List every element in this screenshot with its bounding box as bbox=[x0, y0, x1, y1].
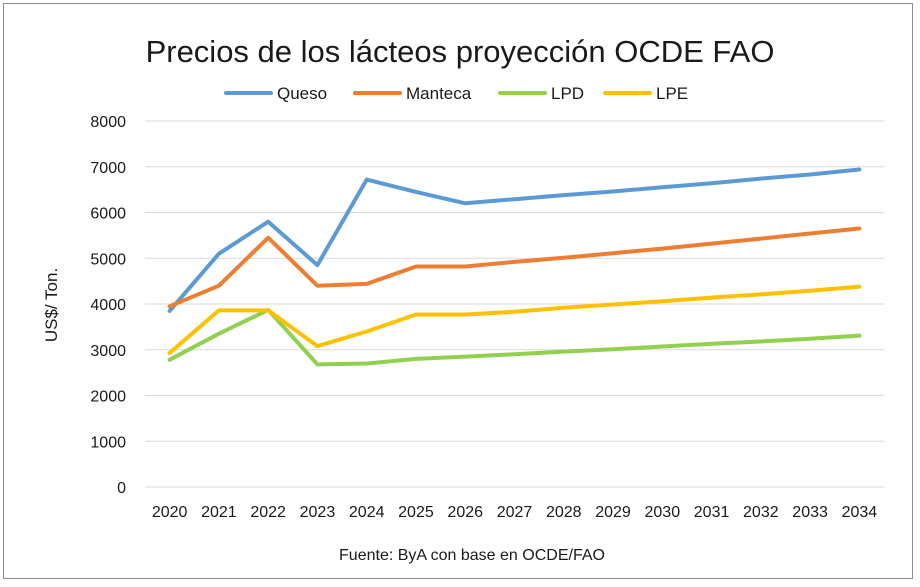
x-tick-label: 2034 bbox=[842, 504, 878, 521]
y-tick-label: 3000 bbox=[90, 343, 126, 360]
x-tick-label: 2026 bbox=[447, 504, 483, 521]
x-tick-label: 2020 bbox=[152, 504, 188, 521]
chart-title: Precios de los lácteos proyección OCDE F… bbox=[146, 34, 775, 69]
x-tick-label: 2031 bbox=[694, 504, 730, 521]
x-tick-label: 2028 bbox=[546, 504, 582, 521]
y-tick-label: 0 bbox=[117, 480, 126, 497]
series-lines bbox=[167, 167, 862, 367]
x-tick-label: 2032 bbox=[743, 504, 779, 521]
y-tick-label: 2000 bbox=[90, 389, 126, 406]
source-note: Fuente: ByA con base en OCDE/FAO bbox=[339, 547, 605, 564]
x-tick-label: 2022 bbox=[250, 504, 286, 521]
x-tick-label: 2023 bbox=[300, 504, 336, 521]
y-tick-label: 5000 bbox=[90, 251, 126, 268]
series-line-queso bbox=[167, 167, 862, 313]
x-tick-label: 2033 bbox=[792, 504, 828, 521]
legend-label-queso: Queso bbox=[277, 84, 327, 103]
legend-label-lpd: LPD bbox=[551, 84, 584, 103]
legend-label-lpe: LPE bbox=[656, 84, 688, 103]
chart-frame bbox=[3, 3, 913, 579]
y-axis-label: US$/ Ton. bbox=[42, 268, 61, 342]
x-tick-label: 2029 bbox=[595, 504, 631, 521]
y-tick-label: 8000 bbox=[90, 114, 126, 131]
x-tick-label: 2024 bbox=[349, 504, 385, 521]
series-line-lpd bbox=[167, 307, 862, 367]
x-tick-label: 2030 bbox=[645, 504, 681, 521]
legend: Queso Manteca LPD LPE bbox=[224, 84, 688, 103]
gridlines bbox=[145, 120, 884, 488]
x-axis-ticks: 2020 2021 2022 2023 2024 2025 2026 2027 2028 2029… bbox=[152, 504, 877, 521]
y-axis-ticks: 0 1000 2000 3000 4000 5000 6000 7000 8000 bbox=[90, 114, 126, 497]
x-tick-label: 2025 bbox=[398, 504, 434, 521]
series-line-manteca bbox=[167, 226, 862, 309]
y-tick-label: 7000 bbox=[90, 160, 126, 177]
x-tick-label: 2027 bbox=[497, 504, 533, 521]
x-tick-label: 2021 bbox=[201, 504, 237, 521]
y-tick-label: 1000 bbox=[90, 434, 126, 451]
y-tick-label: 4000 bbox=[90, 297, 126, 314]
y-tick-label: 6000 bbox=[90, 206, 126, 223]
series-line-lpe bbox=[167, 284, 862, 355]
legend-label-manteca: Manteca bbox=[406, 84, 472, 103]
